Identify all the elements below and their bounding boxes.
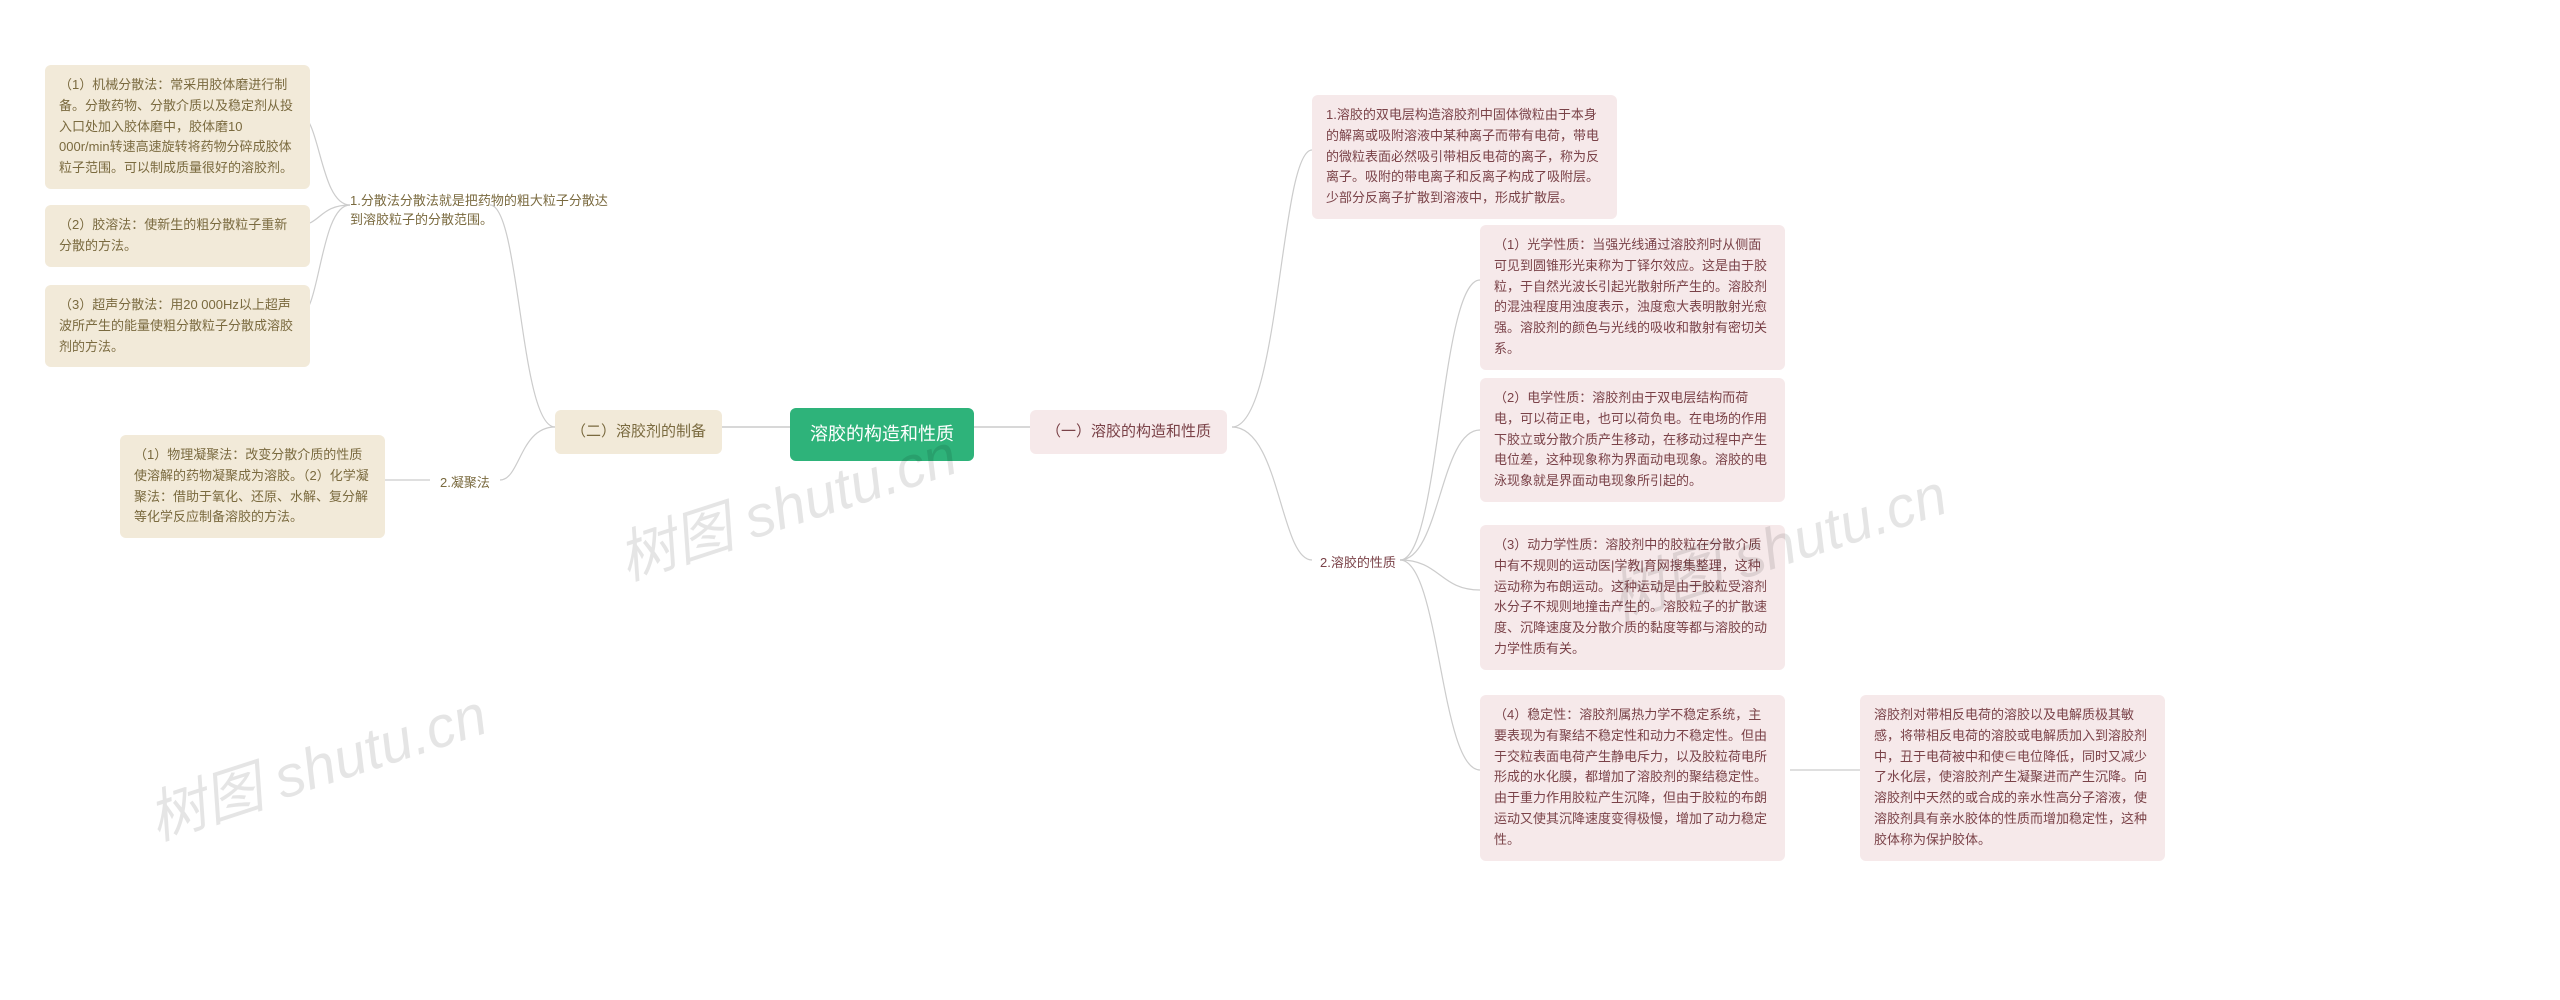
right-item-2a[interactable]: （1）光学性质：当强光线通过溶胶剂时从侧面可见到圆锥形光束称为丁铎尔效应。这是由… [1480,225,1785,370]
right-item-2d-text: （4）稳定性：溶胶剂属热力学不稳定系统，主要表现为有聚结不稳定性和动力不稳定性。… [1494,707,1767,847]
left-sub2-label: 2.凝聚法 [440,472,490,491]
root-label: 溶胶的构造和性质 [810,424,954,444]
right-item-2b-text: （2）电学性质：溶胶剂由于双电层结构而荷电，可以荷正电，也可以荷负电。在电场的作… [1494,390,1767,488]
left-item-1c-text: （3）超声分散法：用20 000Hz以上超声波所产生的能量使粗分散粒子分散成溶胶… [59,297,293,354]
left-item-1a-text: （1）机械分散法：常采用胶体磨进行制备。分散药物、分散介质以及稳定剂从投入口处加… [59,77,293,175]
left-item-1c[interactable]: （3）超声分散法：用20 000Hz以上超声波所产生的能量使粗分散粒子分散成溶胶… [45,285,310,367]
left-item-2-text: （1）物理凝聚法：改变分散介质的性质使溶解的药物凝聚成为溶胶。（2）化学凝聚法：… [134,447,369,524]
left-sub1-label: 1.分散法分散法就是把药物的粗大粒子分散达到溶胶粒子的分散范围。 [350,190,620,228]
root-node[interactable]: 溶胶的构造和性质 [790,408,974,461]
right-item-2c-text: （3）动力学性质：溶胶剂中的胶粒在分散介质中有不规则的运动医|学教|育网搜集整理… [1494,537,1767,656]
right-item-1[interactable]: 1.溶胶的双电层构造溶胶剂中固体微粒由于本身的解离或吸附溶液中某种离子而带有电荷… [1312,95,1617,219]
right-item-2d[interactable]: （4）稳定性：溶胶剂属热力学不稳定系统，主要表现为有聚结不稳定性和动力不稳定性。… [1480,695,1785,861]
branch-left[interactable]: （二）溶胶剂的制备 [555,410,722,454]
branch-right[interactable]: （一）溶胶的构造和性质 [1030,410,1227,454]
left-item-1b[interactable]: （2）胶溶法：使新生的粗分散粒子重新分散的方法。 [45,205,310,267]
right-sub2-label: 2.溶胶的性质 [1320,552,1396,571]
right-item-2c[interactable]: （3）动力学性质：溶胶剂中的胶粒在分散介质中有不规则的运动医|学教|育网搜集整理… [1480,525,1785,670]
branch-left-label: （二）溶胶剂的制备 [571,423,706,440]
left-item-2[interactable]: （1）物理凝聚法：改变分散介质的性质使溶解的药物凝聚成为溶胶。（2）化学凝聚法：… [120,435,385,538]
right-item-2b[interactable]: （2）电学性质：溶胶剂由于双电层结构而荷电，可以荷正电，也可以荷负电。在电场的作… [1480,378,1785,502]
right-item-2a-text: （1）光学性质：当强光线通过溶胶剂时从侧面可见到圆锥形光束称为丁铎尔效应。这是由… [1494,237,1767,356]
left-item-1b-text: （2）胶溶法：使新生的粗分散粒子重新分散的方法。 [59,217,287,253]
left-item-1a[interactable]: （1）机械分散法：常采用胶体磨进行制备。分散药物、分散介质以及稳定剂从投入口处加… [45,65,310,189]
right-item-1-text: 1.溶胶的双电层构造溶胶剂中固体微粒由于本身的解离或吸附溶液中某种离子而带有电荷… [1326,107,1599,205]
watermark: 树图 shutu.cn [136,668,496,856]
right-item-2d-extra-text: 溶胶剂对带相反电荷的溶胶以及电解质极其敏感，将带相反电荷的溶胶或电解质加入到溶胶… [1874,707,2147,847]
right-item-2d-extra[interactable]: 溶胶剂对带相反电荷的溶胶以及电解质极其敏感，将带相反电荷的溶胶或电解质加入到溶胶… [1860,695,2165,861]
branch-right-label: （一）溶胶的构造和性质 [1046,423,1211,440]
